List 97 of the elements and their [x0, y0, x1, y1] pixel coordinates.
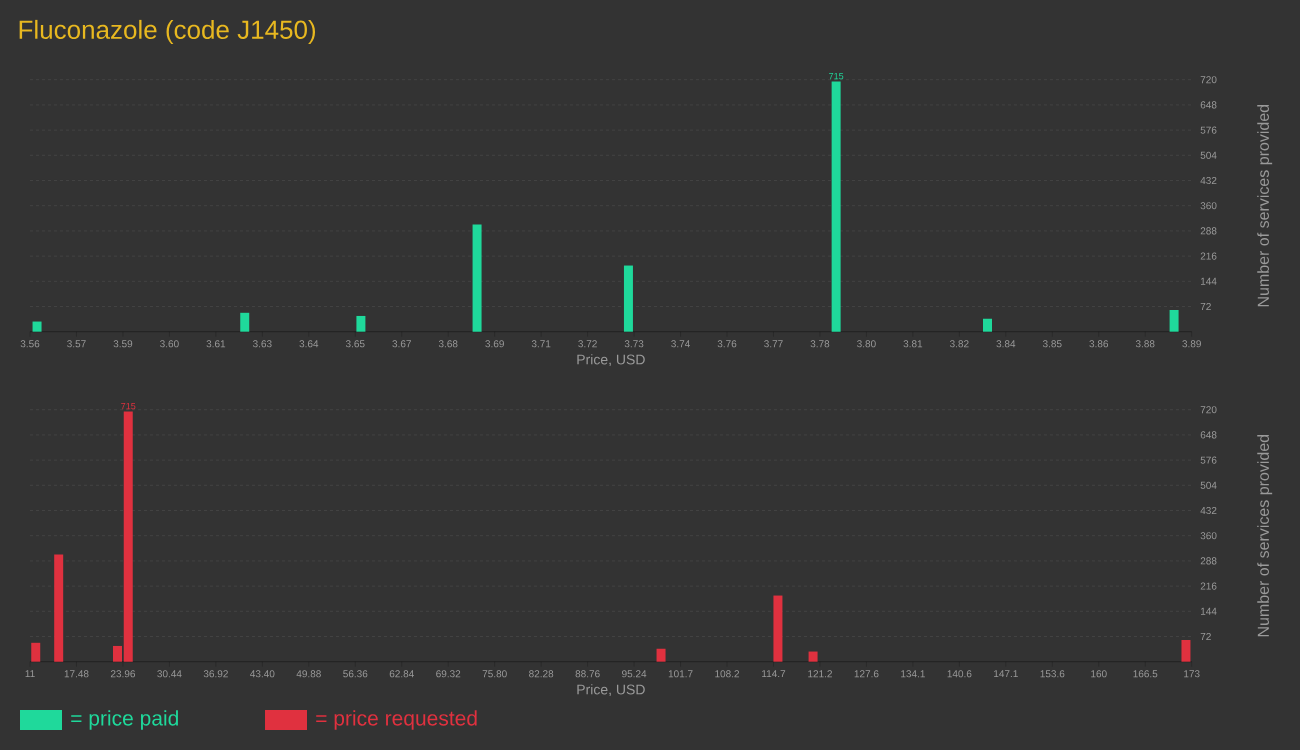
bar: [356, 315, 366, 332]
x-tick-label: 3.74: [671, 340, 690, 348]
bar: [123, 411, 133, 662]
x-tick-label: 23.96: [110, 670, 136, 678]
bar: [983, 318, 993, 332]
x-tick-label: 140.6: [947, 670, 972, 678]
x-tick-label: 82.28: [529, 670, 554, 678]
x-tick-label: 3.71: [531, 340, 551, 348]
x-tick-label: 3.80: [857, 340, 876, 348]
bar: [623, 265, 633, 332]
x-tick-label: 3.65: [345, 340, 365, 348]
x-tick-label: 3.67: [392, 340, 411, 348]
y-tick-label: 288: [1200, 557, 1217, 565]
x-tick-label: 114.7: [762, 670, 786, 678]
x-tick-label: 62.84: [389, 670, 414, 678]
x-tick-label: 3.89: [1182, 340, 1201, 348]
y-tick-label: 720: [1200, 406, 1217, 414]
y-tick-label: 576: [1200, 126, 1217, 134]
x-tick-label: 3.82: [949, 340, 969, 348]
y-tick-label: 288: [1200, 227, 1217, 235]
y-tick-label: 216: [1200, 252, 1217, 260]
bar: [831, 81, 841, 332]
x-axis-title: Price, USD: [577, 684, 645, 697]
bar: [32, 321, 42, 332]
x-tick-label: 3.73: [624, 340, 644, 348]
x-tick-label: 3.69: [485, 340, 504, 348]
x-tick-label: 3.63: [252, 340, 272, 348]
y-tick-label: 144: [1201, 607, 1217, 615]
x-tick-label: 17.48: [64, 670, 89, 678]
x-tick-label: 3.64: [299, 340, 319, 348]
x-tick-label: 36.92: [203, 670, 228, 678]
x-axis-title: Price, USD: [577, 354, 645, 367]
x-tick-label: 3.88: [1135, 340, 1155, 348]
x-tick-label: 3.72: [578, 340, 597, 348]
y-tick-label: 360: [1200, 202, 1217, 210]
x-tick-label: 3.57: [67, 340, 86, 348]
y-tick-label: 72: [1200, 303, 1211, 310]
bar: [808, 651, 818, 662]
y-tick-label: 144: [1200, 277, 1217, 285]
x-tick-label: 43.40: [250, 670, 275, 678]
x-tick-label: 88.76: [575, 670, 600, 678]
x-tick-label: 69.32: [436, 670, 461, 678]
x-tick-label: 3.59: [113, 340, 133, 348]
x-tick-label: 127.6: [854, 670, 879, 678]
x-tick-label: 3.78: [810, 340, 830, 348]
x-tick-label: 121.2: [808, 670, 832, 678]
x-tick-label: 166.5: [1133, 670, 1158, 678]
y-tick-label: 720: [1200, 76, 1217, 84]
y-tick-label: 648: [1200, 431, 1217, 439]
x-tick-label: 3.61: [206, 340, 226, 348]
x-tick-label: 3.77: [764, 340, 783, 348]
y-tick-label: 432: [1200, 176, 1217, 185]
x-tick-label: 3.85: [1042, 340, 1062, 348]
x-tick-label: 3.81: [903, 340, 923, 348]
chart-title: Fluconazole (code J1450): [19, 19, 316, 45]
y-tick-label: 216: [1200, 582, 1217, 590]
bar: [472, 224, 482, 332]
x-tick-label: 173: [1184, 670, 1200, 678]
bar: [240, 312, 250, 332]
bar: [773, 595, 783, 662]
y-tick-label: 504: [1200, 151, 1217, 159]
bar: [1181, 640, 1191, 662]
legend-label: = price requested: [316, 710, 477, 730]
x-tick-label: 3.76: [717, 340, 737, 348]
x-tick-label: 160: [1091, 670, 1107, 678]
x-tick-label: 3.84: [996, 340, 1016, 348]
x-tick-label: 101.7: [668, 670, 693, 678]
x-tick-label: 49.88: [296, 670, 321, 678]
y-tick-label: 504: [1200, 481, 1217, 489]
legend-label: = price paid: [71, 710, 178, 730]
x-tick-label: 75.80: [482, 670, 507, 678]
y-tick-label: 432: [1200, 506, 1217, 515]
x-tick-label: 3.86: [1089, 340, 1109, 348]
x-tick-label: 56.36: [343, 670, 368, 678]
x-tick-label: 3.68: [438, 340, 458, 348]
x-tick-label: 30.44: [157, 670, 182, 678]
y-tick-label: 648: [1200, 101, 1217, 109]
bar: [54, 554, 64, 662]
y-axis-title: Number of services provided: [1257, 104, 1273, 307]
x-tick-label: 11: [25, 670, 35, 678]
y-axis-title: Number of services provided: [1257, 434, 1273, 637]
bar: [31, 642, 41, 662]
data-label: 715: [829, 72, 844, 80]
x-tick-label: 3.60: [160, 340, 179, 348]
x-tick-label: 134.1: [901, 670, 925, 678]
y-tick-label: 576: [1200, 456, 1217, 464]
x-tick-label: 153.6: [1040, 670, 1065, 678]
x-tick-label: 3.56: [20, 340, 40, 348]
y-tick-label: 360: [1200, 532, 1217, 540]
bar: [656, 648, 666, 662]
x-tick-label: 108.2: [715, 670, 740, 678]
x-tick-label: 95.24: [622, 670, 647, 678]
bar: [112, 645, 122, 662]
data-label: 715: [121, 402, 136, 410]
y-tick-label: 72: [1200, 633, 1211, 640]
x-tick-label: 147.1: [994, 670, 1018, 678]
bar: [1169, 310, 1179, 332]
